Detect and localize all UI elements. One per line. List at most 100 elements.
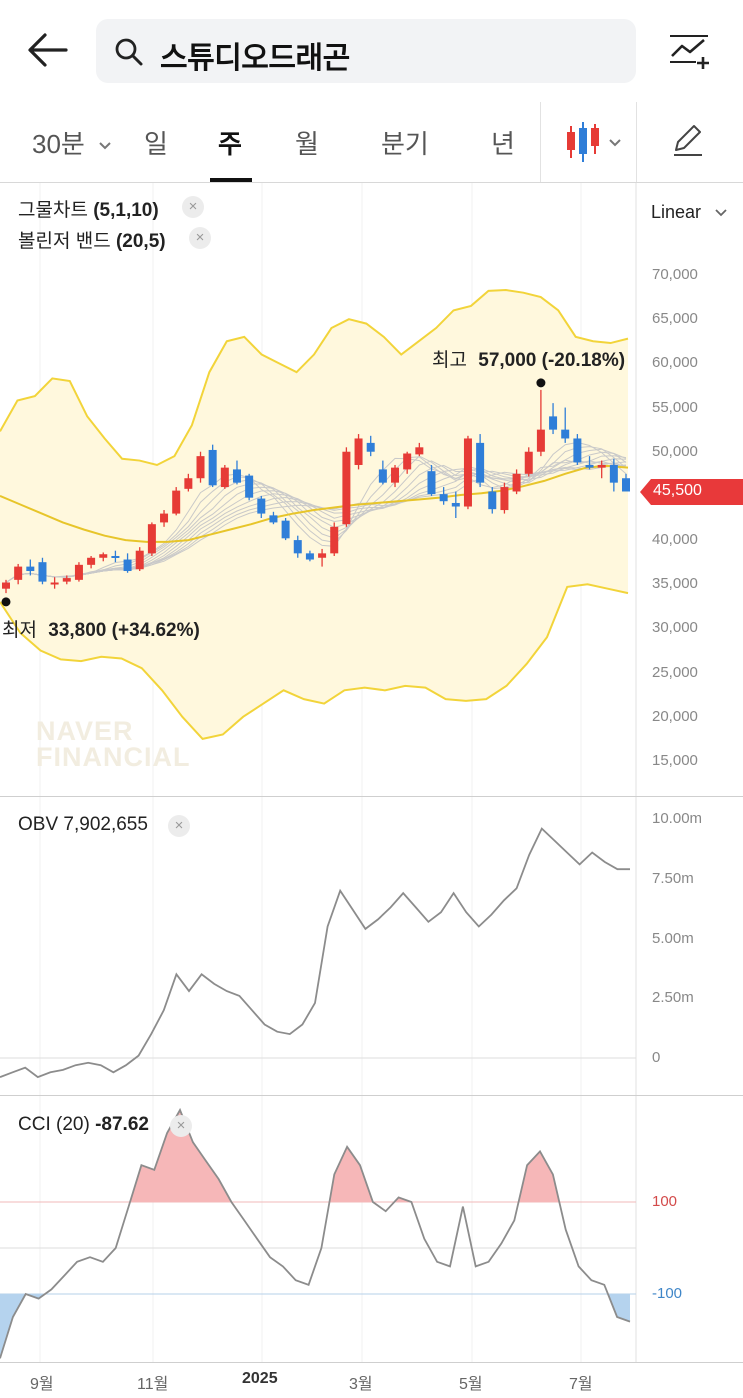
overlay-legend-grid: 그물차트 (5,1,10): [18, 195, 159, 222]
close-icon[interactable]: ×: [182, 196, 204, 218]
search-icon: [115, 38, 143, 66]
candle-body: [281, 520, 290, 539]
overlay-legend-bollinger: 볼린저 밴드 (20,5): [18, 226, 166, 253]
cci-axis-tick: -100: [652, 1285, 683, 1302]
close-icon[interactable]: ×: [189, 227, 211, 249]
candle-body: [26, 566, 35, 572]
chart-type-selector[interactable]: [562, 120, 626, 171]
price-axis-tick: 65,000: [652, 310, 698, 328]
chevron-down-icon: [99, 142, 111, 150]
tab-month[interactable]: 월: [295, 129, 319, 159]
tab-year[interactable]: 년: [491, 129, 515, 159]
candle-body: [232, 469, 241, 483]
tab-day[interactable]: 일: [144, 129, 168, 159]
candle-body: [427, 471, 436, 495]
tab-divider: [636, 102, 637, 182]
candle-body: [38, 562, 47, 582]
add-compare-chart-button[interactable]: [666, 32, 714, 79]
candle-body: [500, 487, 509, 511]
candle-body: [2, 582, 10, 589]
grid-ma-line: [5, 455, 627, 583]
obv-line: [0, 827, 630, 1079]
candle-body: [196, 456, 205, 479]
candle-body: [366, 442, 375, 452]
candle-body: [135, 550, 144, 570]
price-axis-tick: 15,000: [652, 752, 698, 769]
candle-body: [378, 469, 387, 483]
close-icon[interactable]: ×: [168, 815, 190, 837]
high-value: 57,000 (-20.18%): [478, 350, 626, 371]
chevron-down-icon: [715, 209, 727, 217]
cci-legend: CCI (20) -87.62: [18, 1114, 149, 1136]
candlestick-icon: [567, 122, 621, 162]
cci-oversold-fill: [0, 1294, 26, 1359]
price-chart[interactable]: [0, 183, 743, 796]
candle-body: [622, 478, 630, 492]
close-icon[interactable]: ×: [170, 1115, 192, 1137]
candle-body: [573, 438, 582, 463]
cci-value: -87.62: [95, 1114, 149, 1135]
obv-legend: OBV 7,902,655: [18, 814, 148, 836]
tab-30min[interactable]: 30분: [32, 124, 112, 161]
naver-financial-watermark: NAVER FINANCIAL: [36, 716, 190, 771]
candle-body: [354, 438, 363, 465]
bollinger-lower-line: [0, 583, 629, 741]
overlay-bollinger-name: 볼린저 밴드: [18, 231, 111, 252]
draw-tool-button[interactable]: [670, 122, 706, 163]
cci-chart[interactable]: [0, 1096, 743, 1362]
cci-params: (20): [56, 1114, 90, 1135]
scale-label: Linear: [651, 202, 702, 222]
candle-body: [269, 515, 278, 523]
app-header: 스튜디오드래곤: [0, 0, 743, 102]
price-axis-tick: 40,000: [652, 531, 698, 549]
cci-line: [0, 1107, 631, 1359]
pencil-icon: [674, 125, 702, 156]
scale-selector[interactable]: Linear: [651, 202, 728, 223]
candle-body: [585, 464, 594, 468]
tab-quarter[interactable]: 분기: [381, 129, 429, 159]
bollinger-band-fill: [0, 290, 628, 739]
cci-axis-tick: 100: [652, 1193, 678, 1210]
candle-body: [14, 566, 23, 580]
cci-oversold-fill: [608, 1294, 630, 1322]
current-price-tag: 45,500: [640, 479, 743, 505]
obv-value: 7,902,655: [63, 814, 148, 835]
candle-body: [439, 494, 448, 502]
overlay-bollinger-params: (20,5): [115, 231, 166, 252]
candle-body: [62, 578, 71, 582]
grid-ma-line: [5, 451, 627, 583]
obv-axis-tick: 7.50m: [652, 869, 694, 887]
candle-body: [561, 429, 570, 439]
high-marker: [536, 378, 546, 388]
obv-axis-tick: 2.50m: [652, 989, 694, 1007]
candle-body: [488, 491, 497, 510]
candle-body: [305, 553, 314, 560]
current-price-value: 45,500: [653, 482, 702, 499]
candle-body: [99, 554, 108, 558]
overlay-grid-params: (5,1,10): [93, 200, 159, 221]
candle-body: [111, 555, 120, 558]
price-axis-tick: 30,000: [652, 619, 698, 637]
watermark-line-1: NAVER: [36, 716, 134, 746]
candle-body: [597, 464, 606, 468]
low-value: 33,800 (+34.62%): [48, 620, 200, 641]
candle-body: [403, 453, 412, 470]
price-tag-shape: [640, 479, 743, 505]
price-axis-tick: 60,000: [652, 354, 698, 372]
tab-week[interactable]: 주: [218, 129, 242, 159]
candle-body: [536, 429, 545, 452]
candle-body: [220, 467, 229, 488]
candle-body: [184, 478, 193, 489]
candle-body: [123, 559, 132, 572]
candle-body: [609, 464, 618, 483]
panel-divider: [0, 796, 743, 797]
obv-chart[interactable]: [0, 797, 743, 1095]
stock-search-box[interactable]: 스튜디오드래곤: [96, 19, 636, 83]
grid-ma-line: [5, 464, 627, 583]
cci-name: CCI: [18, 1114, 51, 1135]
candle-body: [160, 513, 169, 523]
candle-body: [257, 498, 266, 514]
back-button[interactable]: [26, 30, 70, 70]
tab-divider: [540, 102, 541, 182]
time-axis-tick: 2025: [242, 1370, 278, 1387]
